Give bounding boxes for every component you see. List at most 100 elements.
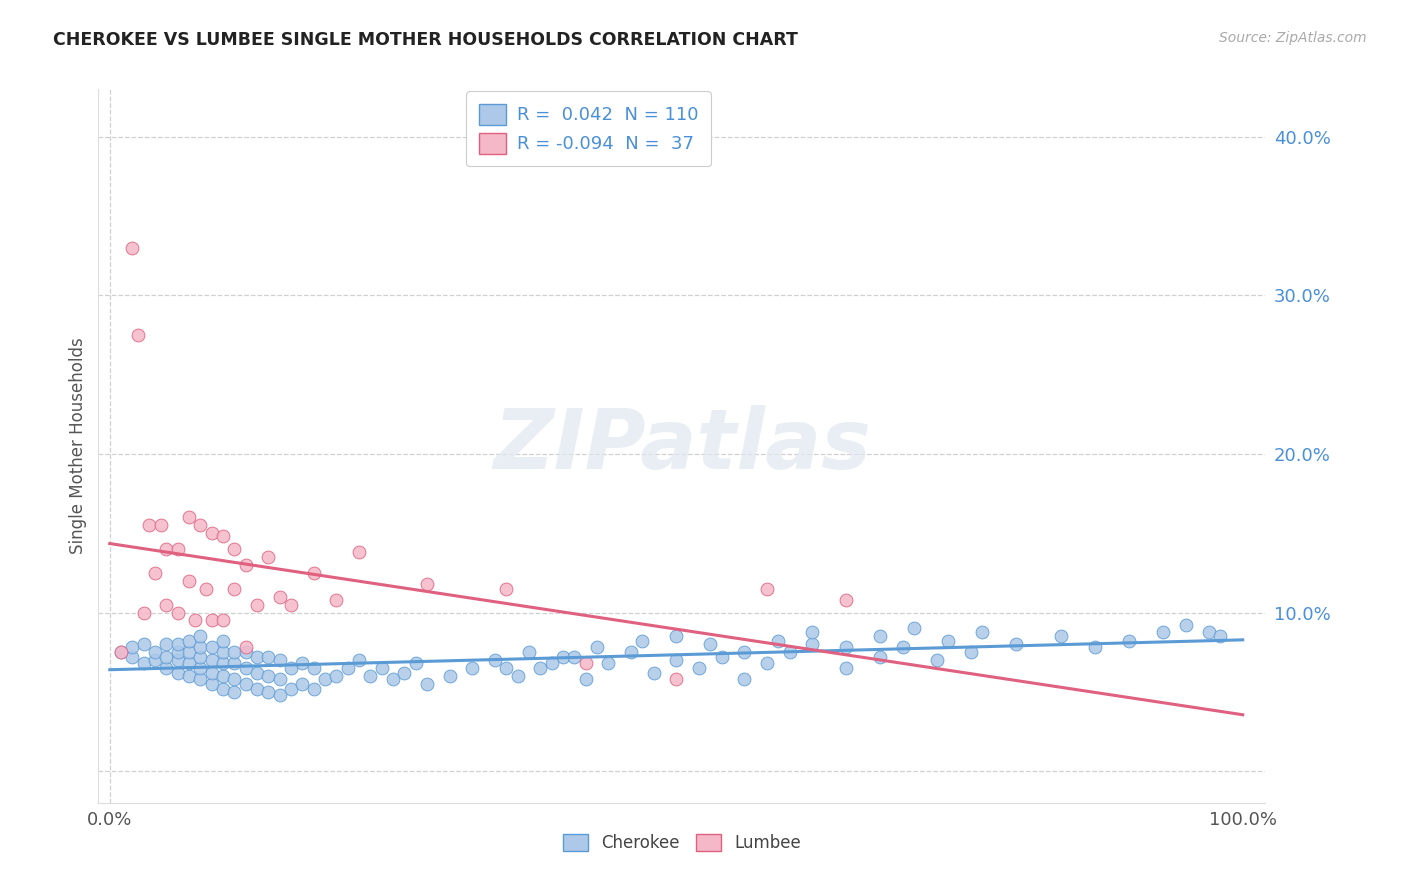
Point bbox=[495, 582, 517, 596]
Point bbox=[224, 685, 246, 699]
Point bbox=[212, 657, 235, 671]
Point bbox=[224, 542, 246, 557]
Point bbox=[1084, 640, 1107, 655]
Point bbox=[143, 653, 166, 667]
Point bbox=[235, 640, 257, 655]
Point bbox=[224, 582, 246, 596]
Point bbox=[246, 598, 269, 612]
Point bbox=[405, 657, 427, 671]
Point bbox=[110, 645, 132, 659]
Text: ZIPatlas: ZIPatlas bbox=[494, 406, 870, 486]
Point bbox=[235, 661, 257, 675]
Point bbox=[1050, 629, 1073, 643]
Point bbox=[201, 677, 224, 691]
Point bbox=[484, 653, 506, 667]
Point bbox=[212, 645, 235, 659]
Point bbox=[336, 661, 359, 675]
Point bbox=[269, 590, 291, 604]
Point bbox=[903, 621, 925, 635]
Point bbox=[506, 669, 529, 683]
Point bbox=[925, 653, 948, 667]
Point bbox=[370, 661, 392, 675]
Point bbox=[155, 637, 177, 651]
Point bbox=[835, 661, 858, 675]
Point bbox=[575, 657, 598, 671]
Point bbox=[665, 653, 688, 667]
Point bbox=[121, 649, 143, 664]
Point bbox=[257, 685, 280, 699]
Point bbox=[314, 672, 336, 686]
Point bbox=[257, 549, 280, 564]
Point bbox=[598, 657, 620, 671]
Point bbox=[201, 614, 224, 628]
Point bbox=[121, 640, 143, 655]
Point bbox=[755, 657, 778, 671]
Point bbox=[190, 629, 212, 643]
Point bbox=[801, 624, 824, 639]
Point bbox=[382, 672, 405, 686]
Point bbox=[177, 657, 200, 671]
Point bbox=[132, 657, 155, 671]
Point bbox=[235, 558, 257, 572]
Point bbox=[177, 634, 200, 648]
Point bbox=[132, 637, 155, 651]
Point bbox=[540, 657, 562, 671]
Point bbox=[562, 649, 585, 664]
Point bbox=[302, 566, 325, 580]
Point bbox=[325, 592, 347, 607]
Point bbox=[936, 634, 959, 648]
Point bbox=[190, 518, 212, 533]
Point bbox=[801, 637, 824, 651]
Point bbox=[1005, 637, 1028, 651]
Point bbox=[461, 661, 484, 675]
Point bbox=[755, 582, 778, 596]
Point bbox=[291, 677, 314, 691]
Point bbox=[869, 629, 891, 643]
Point bbox=[631, 634, 654, 648]
Point bbox=[246, 665, 269, 680]
Point bbox=[166, 606, 188, 620]
Point bbox=[257, 669, 280, 683]
Point bbox=[1118, 634, 1140, 648]
Point bbox=[733, 672, 755, 686]
Point bbox=[347, 545, 370, 559]
Point bbox=[195, 582, 218, 596]
Point bbox=[201, 653, 224, 667]
Text: Source: ZipAtlas.com: Source: ZipAtlas.com bbox=[1219, 31, 1367, 45]
Point bbox=[325, 669, 347, 683]
Point bbox=[149, 518, 172, 533]
Point bbox=[212, 614, 235, 628]
Point bbox=[166, 665, 188, 680]
Point bbox=[347, 653, 370, 667]
Point bbox=[586, 640, 609, 655]
Point bbox=[359, 669, 381, 683]
Point bbox=[439, 669, 461, 683]
Point bbox=[201, 665, 224, 680]
Point bbox=[166, 542, 188, 557]
Point bbox=[416, 577, 439, 591]
Point bbox=[224, 672, 246, 686]
Y-axis label: Single Mother Households: Single Mother Households bbox=[69, 338, 87, 554]
Point bbox=[835, 640, 858, 655]
Point bbox=[779, 645, 801, 659]
Point bbox=[665, 672, 688, 686]
Point bbox=[246, 649, 269, 664]
Point bbox=[132, 606, 155, 620]
Point bbox=[155, 598, 177, 612]
Point bbox=[224, 645, 246, 659]
Point bbox=[416, 677, 439, 691]
Point bbox=[620, 645, 643, 659]
Legend: Cherokee, Lumbee: Cherokee, Lumbee bbox=[555, 827, 808, 859]
Point bbox=[235, 677, 257, 691]
Point bbox=[291, 657, 314, 671]
Point bbox=[517, 645, 540, 659]
Point bbox=[212, 669, 235, 683]
Point bbox=[177, 510, 200, 524]
Point bbox=[733, 645, 755, 659]
Point bbox=[766, 634, 789, 648]
Point bbox=[201, 640, 224, 655]
Point bbox=[1152, 624, 1174, 639]
Point bbox=[302, 661, 325, 675]
Point bbox=[155, 649, 177, 664]
Point bbox=[529, 661, 551, 675]
